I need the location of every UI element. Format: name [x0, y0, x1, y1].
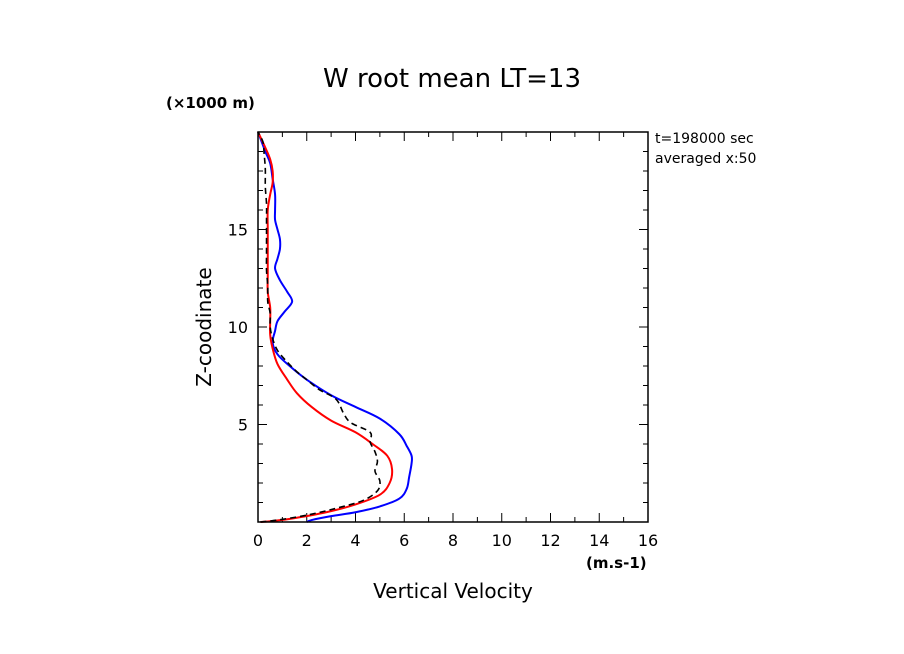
series-line-black-dashed: [257, 131, 381, 523]
x-tick-label: 8: [448, 531, 458, 550]
x-tick-label: 2: [302, 531, 312, 550]
x-unit-label: (m.s-1): [586, 554, 647, 572]
x-tick-label: 4: [350, 531, 360, 550]
plot-frame: [257, 131, 649, 523]
x-tick-label: 12: [540, 531, 560, 550]
x-axis-label: Vertical Velocity: [373, 579, 533, 603]
x-tick-label: 0: [253, 531, 263, 550]
y-axis-label: Z-coodinate: [192, 267, 216, 386]
x-tick-label: 6: [399, 531, 409, 550]
series-line-red: [257, 131, 394, 523]
time-annotation: t=198000 sec: [655, 131, 754, 147]
averaging-annotation: averaged x:50: [655, 151, 756, 167]
x-tick-label: 14: [589, 531, 609, 550]
x-tick-label: 10: [492, 531, 512, 550]
chart-title: W root mean LT=13: [323, 64, 581, 94]
x-tick-label: 16: [638, 531, 658, 550]
series-line-blue: [257, 131, 414, 523]
y-tick-label: 10: [228, 318, 248, 337]
y-tick-label: 15: [228, 221, 248, 240]
y-tick-label: 5: [238, 416, 248, 435]
y-unit-label: (×1000 m): [166, 94, 255, 112]
